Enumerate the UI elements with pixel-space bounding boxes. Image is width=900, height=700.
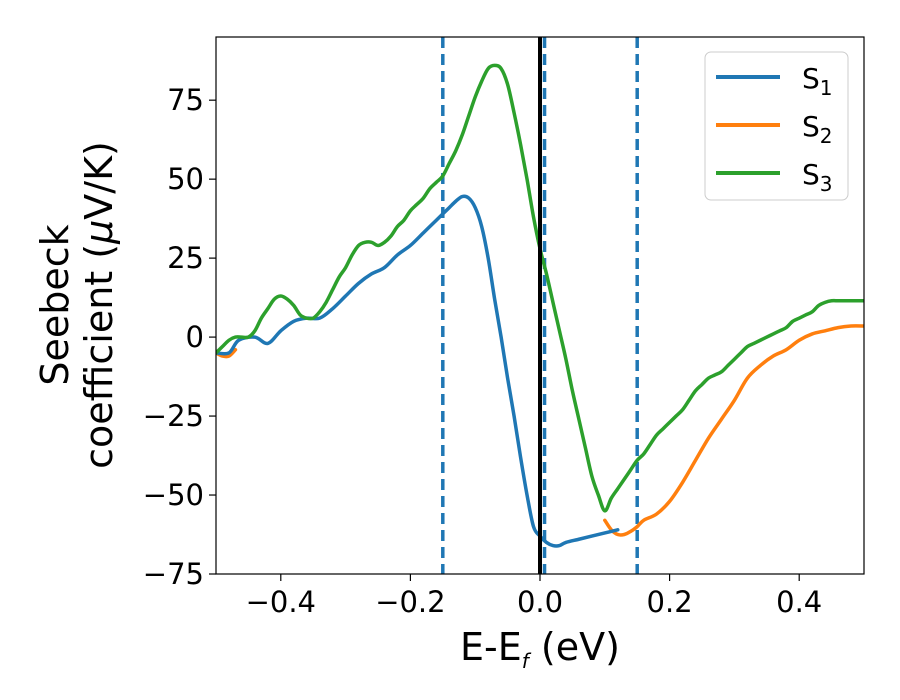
- y-tick-label: −50: [143, 478, 204, 512]
- legend-label-s3: S3: [802, 158, 833, 196]
- x-tick-label: 0.2: [647, 585, 693, 619]
- y-axis-label: Seebeck coefficient (μV/K): [33, 141, 121, 469]
- x-tick-label: −0.4: [246, 585, 316, 619]
- y-axis-label-line2: coefficient (μV/K): [77, 141, 121, 469]
- y-tick-label: 0: [186, 320, 204, 354]
- plot-area: [215, 36, 865, 575]
- legend: S1 S2 S3: [704, 51, 849, 201]
- legend-label-s2: S2: [802, 110, 833, 148]
- y-tick-label: −25: [143, 399, 204, 433]
- x-axis: −0.4 −0.2 0.0 0.2 0.4: [246, 574, 822, 619]
- x-axis-label: E-Ef (eV): [460, 625, 620, 673]
- series-s1-line: [216, 194, 620, 548]
- legend-label-s1: S1: [802, 62, 833, 100]
- y-tick-label: 25: [167, 241, 204, 275]
- x-tick-label: 0.4: [776, 585, 822, 619]
- y-tick-label: 75: [167, 83, 204, 117]
- y-tick-label: 50: [167, 162, 204, 196]
- y-tick-label: −75: [143, 557, 204, 591]
- series-s2-line-seg-2: [603, 324, 864, 537]
- reference-lines: [441, 37, 639, 574]
- y-axis-label-line1: Seebeck: [33, 224, 77, 385]
- x-tick-label: 0.0: [517, 585, 563, 619]
- y-axis: −75 −50 −25 0 25 50 75: [143, 83, 216, 591]
- x-tick-label: −0.2: [375, 585, 445, 619]
